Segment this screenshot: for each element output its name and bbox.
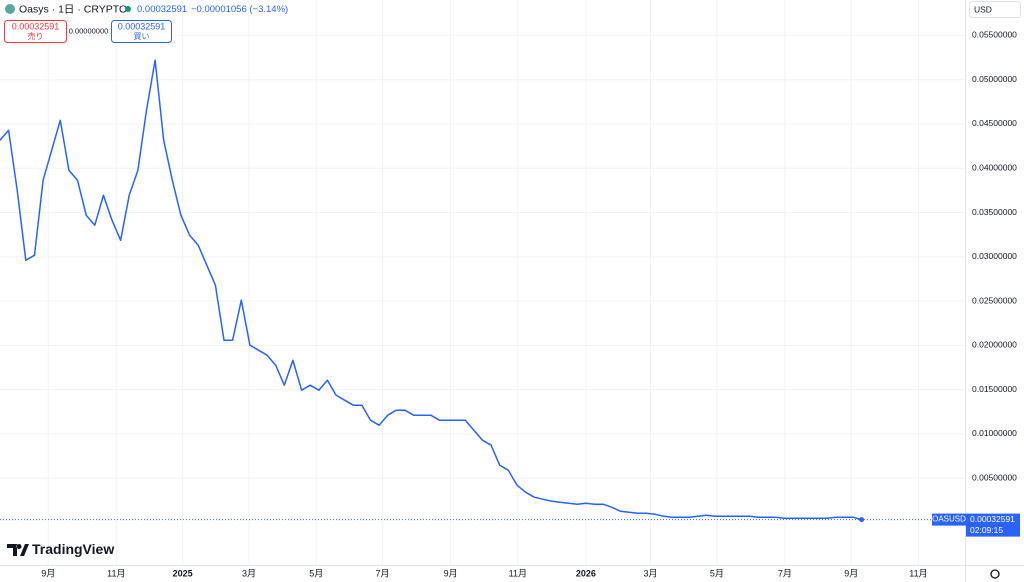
x-tick-label: 11月 xyxy=(509,568,527,578)
spread: 0.00000000 xyxy=(69,26,109,35)
x-tick-label: 11月 xyxy=(909,568,927,578)
sell-price: 0.00032591 xyxy=(12,21,60,31)
x-tick-label: 5月 xyxy=(710,568,724,578)
x-tick-label: 7月 xyxy=(778,568,792,578)
currency: USD xyxy=(974,4,992,14)
buy-label: 買い xyxy=(134,32,150,41)
y-tick-label: 0.00500000 xyxy=(972,472,1017,482)
price-line xyxy=(0,59,862,521)
symbol-icon xyxy=(5,4,15,14)
x-tick-label: 2026 xyxy=(576,568,596,578)
y-tick-label: 0.01500000 xyxy=(972,384,1017,394)
price-tag-value: 0.00032591 xyxy=(970,514,1015,524)
y-tick-label: 0.04000000 xyxy=(972,163,1017,173)
y-tick-label: 0.01000000 xyxy=(972,428,1017,438)
logo: TradingView xyxy=(7,541,114,557)
y-tick-label: 0.03500000 xyxy=(972,207,1017,217)
x-tick-label: 11月 xyxy=(107,568,125,578)
change: −0.00001056 (−3.14%) xyxy=(191,4,288,15)
sell-button[interactable] xyxy=(4,20,67,43)
x-tick-label: 9月 xyxy=(844,568,858,578)
price-tag-box xyxy=(966,513,1020,537)
settings-button[interactable] xyxy=(990,569,1000,579)
x-tick-label: 7月 xyxy=(376,568,390,578)
y-tick-label: 0.05000000 xyxy=(972,74,1017,84)
y-tick-label: 0.02000000 xyxy=(972,340,1017,350)
symbol: Oasys · 1日 · CRYPTO xyxy=(19,3,127,15)
x-tick-label: 3月 xyxy=(644,568,658,578)
buy-button[interactable] xyxy=(111,20,172,43)
x-tick-label: 5月 xyxy=(309,568,323,578)
y-tick-label: 0.02500000 xyxy=(972,295,1017,305)
logo-icon xyxy=(7,544,29,556)
last-point xyxy=(859,517,865,523)
currency-button[interactable] xyxy=(969,1,1021,18)
plot xyxy=(0,59,965,523)
y-tick-label: 0.03000000 xyxy=(972,251,1017,261)
y-tick-label: 0.05500000 xyxy=(972,30,1017,40)
price: 0.00032591 xyxy=(137,4,187,15)
status-dot xyxy=(125,6,131,12)
x-tick-label: 3月 xyxy=(242,568,256,578)
brand: TradingView xyxy=(32,541,114,557)
x-tick-label: 2025 xyxy=(173,568,193,578)
y-tick-label: 0.04500000 xyxy=(972,118,1017,128)
x-tick-label: 9月 xyxy=(41,568,55,578)
sell-label: 売り xyxy=(28,31,44,41)
buy-price: 0.00032591 xyxy=(118,21,166,31)
ticker-tag xyxy=(932,513,966,526)
ticker: OASUSD xyxy=(932,515,966,524)
countdown: 02:09:15 xyxy=(970,525,1003,535)
x-tick-label: 9月 xyxy=(444,568,458,578)
